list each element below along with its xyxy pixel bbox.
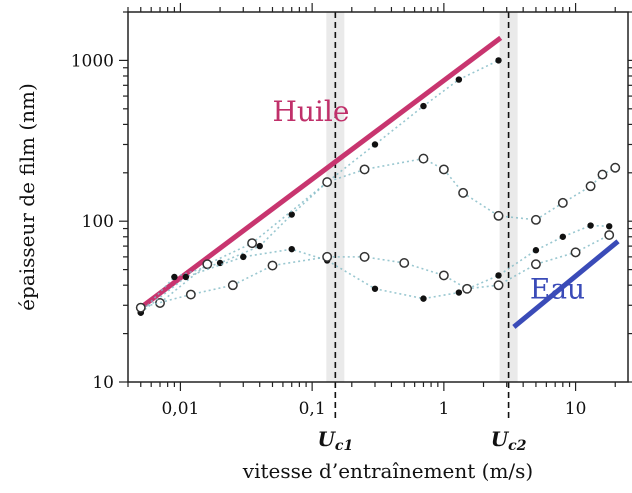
data-point (322, 177, 333, 188)
data-point (399, 258, 410, 268)
series-2 (155, 153, 621, 308)
critical-speed-label-1: Uc1 (317, 427, 353, 454)
data-point (585, 181, 596, 192)
data-point (371, 141, 379, 148)
x-axis-title: vitesse d’entraînement (m/s) (242, 459, 533, 483)
series-2-connector (159, 157, 616, 304)
data-point (420, 295, 427, 302)
annotation-huile: Huile (272, 95, 349, 128)
data-point (606, 223, 613, 230)
data-point (495, 272, 502, 279)
data-point (182, 273, 190, 281)
annotation-eau: Eau (530, 273, 585, 306)
data-point (570, 247, 581, 258)
data-point (530, 259, 541, 270)
data-point (597, 169, 608, 180)
data-point (532, 247, 540, 254)
axis-ticks: 0,01 0,1 1 10 10 100 1000 (71, 3, 632, 419)
data-point (610, 162, 621, 173)
critical-speed-labels: Uc1 Uc2 (317, 427, 526, 454)
data-point (322, 251, 333, 262)
data-series (135, 57, 621, 316)
data-point (559, 233, 567, 240)
data-point (418, 153, 429, 164)
data-point (458, 187, 469, 198)
data-point (256, 242, 263, 250)
data-point (493, 210, 504, 221)
y-tick-label: 1000 (71, 51, 114, 71)
data-point (227, 280, 238, 291)
data-point (371, 285, 379, 292)
plot-frame (127, 11, 629, 383)
data-point (240, 253, 247, 261)
series-4 (135, 230, 615, 313)
data-point (530, 214, 541, 225)
fit-line-huile (139, 35, 503, 310)
data-point (455, 289, 463, 296)
data-point (135, 302, 146, 313)
data-point (438, 270, 449, 281)
x-tick-label: 0,01 (161, 399, 199, 419)
data-point (495, 57, 502, 64)
data-point (587, 222, 594, 229)
data-point (359, 164, 370, 175)
data-point (604, 230, 615, 241)
data-point (493, 280, 504, 291)
data-point (202, 259, 213, 270)
x-tick-label: 0,1 (299, 399, 326, 419)
x-tick-label: 10 (565, 399, 587, 419)
data-point (455, 76, 463, 83)
data-point (288, 245, 295, 253)
critical-bands (326, 12, 518, 420)
x-tick-label: 1 (438, 399, 449, 419)
data-point (247, 238, 258, 249)
data-point (359, 251, 370, 262)
y-tick-label: 10 (92, 373, 114, 393)
data-point (420, 102, 427, 110)
plot-border (127, 11, 629, 383)
data-point (438, 164, 449, 175)
data-point (185, 289, 196, 300)
data-point (267, 260, 278, 271)
annotations: Huile Eau (272, 95, 585, 306)
y-tick-label: 100 (82, 212, 114, 232)
critical-speed-label-2: Uc2 (491, 427, 527, 454)
data-point (288, 211, 295, 218)
fit-lines (139, 35, 620, 329)
data-point (171, 273, 178, 281)
fit-line-eau (512, 239, 620, 329)
data-point (462, 283, 473, 294)
y-axis-title: épaisseur de film (nm) (15, 83, 39, 311)
data-point (557, 197, 568, 208)
